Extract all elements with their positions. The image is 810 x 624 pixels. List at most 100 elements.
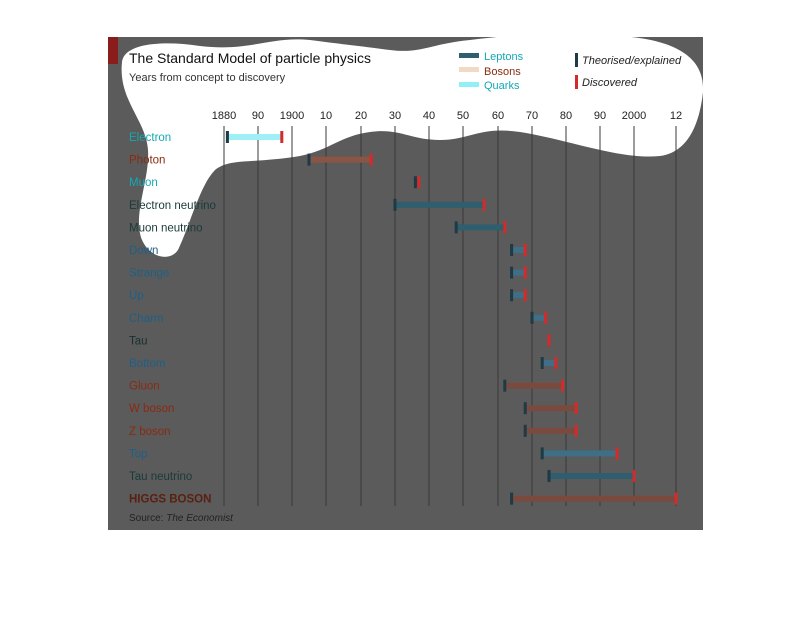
x-tick-label: 12 xyxy=(670,110,682,122)
discovered-marker xyxy=(280,131,284,143)
theorised-marker xyxy=(540,447,544,460)
particle-label: HIGGS BOSON xyxy=(129,494,211,506)
theorised-marker xyxy=(547,470,551,482)
particle-label: Z boson xyxy=(129,426,171,438)
discovered-marker xyxy=(674,492,678,505)
discovered-marker xyxy=(632,470,636,482)
brand-accent-bar xyxy=(108,37,118,64)
particle-label: Tau neutrino xyxy=(129,471,192,483)
source-note: Source: The Economist xyxy=(129,513,234,524)
range-bar xyxy=(415,179,419,186)
theorised-marker xyxy=(510,289,514,302)
x-tick-label: 50 xyxy=(457,110,469,122)
legend-label-bosons: Bosons xyxy=(484,66,521,78)
range-bar xyxy=(309,156,372,163)
range-bar xyxy=(504,382,563,389)
x-tick-label: 10 xyxy=(320,110,332,122)
x-tick-label: 1880 xyxy=(212,110,236,122)
range-bar xyxy=(511,495,676,502)
highlight-blob xyxy=(121,33,704,257)
range-bar xyxy=(395,201,484,208)
range-bars xyxy=(225,131,678,505)
x-tick-label: 90 xyxy=(252,110,264,122)
gridlines xyxy=(223,126,677,506)
particle-label: Up xyxy=(129,290,144,302)
source-name: The Economist xyxy=(166,513,234,524)
discovered-marker xyxy=(503,221,507,234)
source-prefix: Source: xyxy=(129,513,163,524)
x-tick-label: 60 xyxy=(492,110,504,122)
discovered-marker xyxy=(417,176,421,189)
particle-label: Charm xyxy=(129,313,164,325)
theorised-marker xyxy=(307,153,311,166)
particle-label: Electron neutrino xyxy=(129,200,216,212)
legend-swatch-quarks xyxy=(459,82,479,87)
range-bar xyxy=(525,405,577,412)
legend-swatch-bosons xyxy=(459,67,479,72)
theorised-marker xyxy=(523,402,527,415)
legend-label-discovered: Discovered xyxy=(582,77,638,89)
legend-marker-theorised xyxy=(575,53,578,67)
legend-label-quarks: Quarks xyxy=(484,80,520,92)
theorised-marker xyxy=(540,357,544,369)
range-bar xyxy=(227,134,282,140)
theorised-marker xyxy=(503,379,507,392)
theorised-marker xyxy=(454,221,458,234)
particle-label: Down xyxy=(129,245,158,257)
discovered-marker xyxy=(523,266,527,279)
particle-label: W boson xyxy=(129,403,174,415)
discovered-marker xyxy=(523,244,527,256)
theorised-marker xyxy=(413,176,417,189)
particle-label: Gluon xyxy=(129,381,160,393)
range-bar xyxy=(511,247,526,253)
range-bar xyxy=(542,360,556,366)
theorised-marker xyxy=(510,492,514,505)
discovered-marker xyxy=(615,447,619,460)
legend-swatch-leptons xyxy=(459,53,479,58)
discovered-marker xyxy=(523,289,527,302)
x-tick-label: 1900 xyxy=(280,110,304,122)
discovered-marker xyxy=(369,153,373,166)
legend-label-theorised: Theorised/explained xyxy=(582,55,682,67)
range-bar xyxy=(532,314,546,321)
x-tick-label: 30 xyxy=(389,110,401,122)
particle-label: Top xyxy=(129,448,148,460)
legend: Leptons Bosons Quarks Theorised/explaine… xyxy=(459,51,682,92)
range-bar xyxy=(511,292,526,299)
legend-label-leptons: Leptons xyxy=(484,51,524,63)
x-tick-label: 90 xyxy=(594,110,606,122)
x-tick-label: 20 xyxy=(355,110,367,122)
particle-label: Tau xyxy=(129,335,148,347)
x-tick-label: 2000 xyxy=(622,110,646,122)
theorised-marker xyxy=(225,131,229,143)
chart-title: The Standard Model of particle physics xyxy=(129,50,371,66)
discovered-marker xyxy=(574,402,578,415)
discovered-marker xyxy=(574,424,578,437)
discovered-marker xyxy=(544,311,548,324)
range-bar xyxy=(525,427,577,434)
particle-label: Electron xyxy=(129,132,171,144)
particle-label: Muon xyxy=(129,177,158,189)
particle-label: Muon neutrino xyxy=(129,222,203,234)
theorised-marker xyxy=(510,266,514,279)
x-axis-ticks: 1880 90 1900 10 20 30 40 50 60 70 80 90 2000 12 xyxy=(212,110,682,122)
x-tick-label: 40 xyxy=(423,110,435,122)
range-bar xyxy=(542,450,617,457)
row-labels: Electron Photon Muon Electron neutrino Muon … xyxy=(129,132,216,506)
chart-subtitle: Years from concept to discovery xyxy=(129,72,286,84)
discovered-marker xyxy=(554,357,558,369)
particle-label: Strange xyxy=(129,268,169,280)
x-tick-label: 80 xyxy=(560,110,572,122)
theorised-marker xyxy=(530,311,534,324)
range-bar xyxy=(549,473,634,479)
discovered-marker xyxy=(547,334,551,347)
range-bar xyxy=(511,269,526,276)
theorised-marker xyxy=(510,244,514,256)
discovered-marker xyxy=(482,198,486,211)
theorised-marker xyxy=(393,198,397,211)
theorised-marker xyxy=(523,424,527,437)
legend-marker-discovered xyxy=(575,75,578,89)
x-tick-label: 70 xyxy=(526,110,538,122)
particle-label: Bottom xyxy=(129,358,165,370)
